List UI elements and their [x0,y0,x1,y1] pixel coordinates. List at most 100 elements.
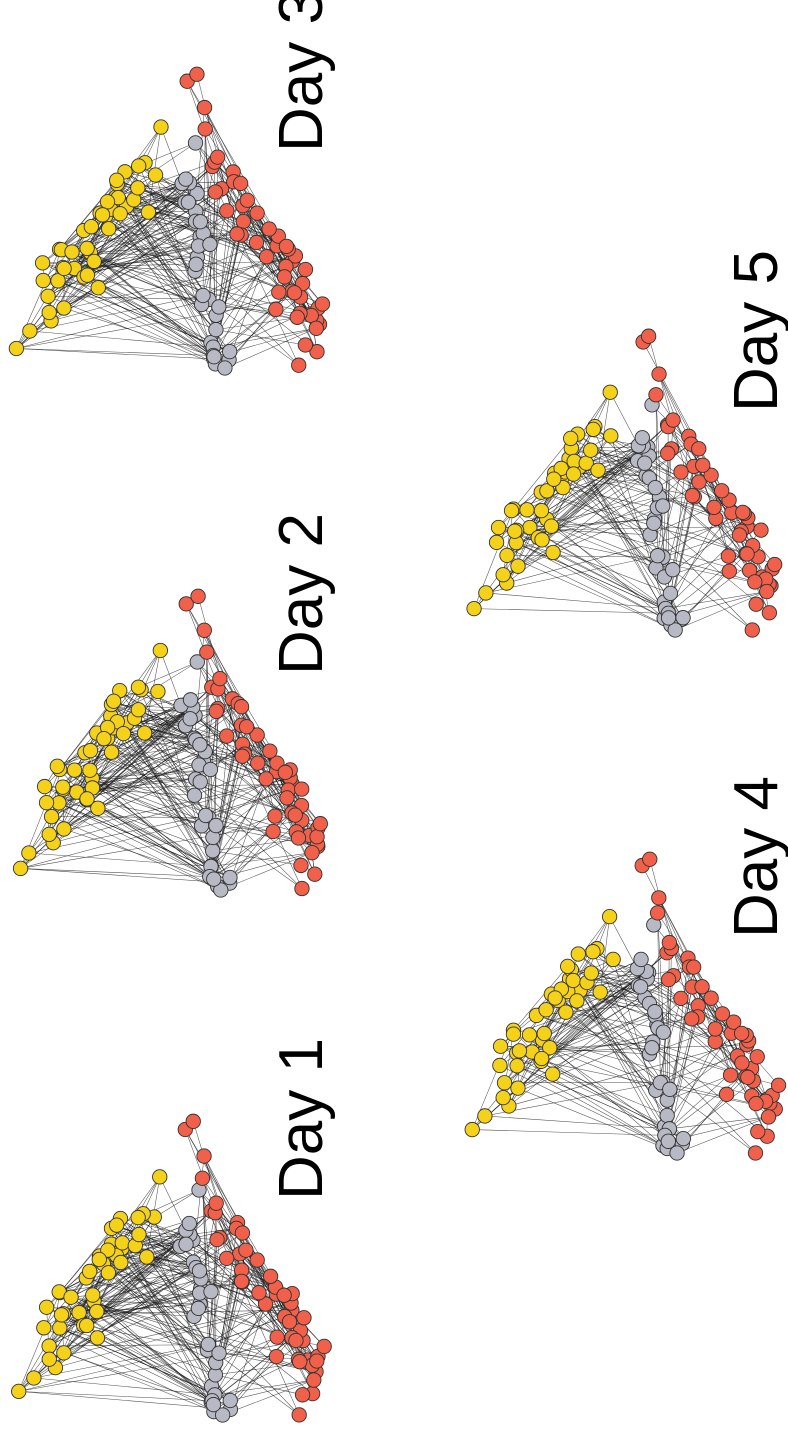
grey-node [665,562,681,578]
network-edge [111,752,213,851]
network-edge [692,986,768,1137]
network-edge [16,348,214,356]
grey-node [202,236,218,252]
red-node [248,234,265,251]
red-node [232,175,249,192]
yellow-node [96,731,112,747]
network-edge [99,212,196,272]
yellow-node [510,558,526,574]
network-edge [498,527,671,594]
network-edge [138,661,198,688]
network-edge [59,1270,200,1293]
red-node [651,890,667,906]
red-node [750,1123,766,1140]
network-edge [135,1234,190,1246]
yellow-node [492,1057,508,1074]
day-label-5: Day 5 [722,250,788,412]
network-edge [160,126,183,184]
red-node [238,1242,254,1258]
network-edge [202,129,206,296]
network-edge [49,1344,209,1347]
yellow-node [41,1338,57,1354]
network-edge [57,280,214,359]
network-edge [107,738,213,851]
red-node [720,548,737,564]
network-edge [83,188,222,278]
yellow-node [585,944,601,960]
yellow-node [100,1265,117,1281]
grey-node [211,299,227,315]
network-edge [529,527,669,614]
red-node [249,727,265,743]
network-edge [503,505,663,575]
network-edge [198,1189,300,1415]
network-edge [63,739,196,830]
network-edge [57,766,212,867]
grey-node [180,194,197,210]
network-edge [219,1237,277,1295]
red-node [706,499,722,515]
red-node [261,221,277,237]
grey-node [662,1081,678,1097]
network-edge [646,978,716,1042]
network-edge [49,1345,223,1416]
yellow-node [41,826,57,843]
network-edge [546,518,665,619]
red-node [249,1252,265,1268]
yellow-node [41,1351,57,1367]
red-node [307,866,323,882]
grey-node [669,1145,685,1161]
red-node [209,149,226,165]
grey-node [675,1130,692,1147]
network-edge [212,778,267,880]
grey-node [655,1024,671,1040]
grey-node [211,1345,227,1361]
network-edge [211,1303,266,1403]
red-node [661,934,677,951]
network-edge [33,1344,209,1379]
red-node [651,366,667,382]
network-edge [597,470,664,558]
network-edge [49,244,211,313]
yellow-node [136,725,153,741]
network-edge [16,296,301,349]
red-node [269,1329,285,1345]
network-edge [506,517,748,584]
red-node [199,644,215,660]
yellow-node [545,1066,561,1082]
network-edge [551,993,650,1055]
yellow-node [21,845,37,861]
network-edge [506,555,676,631]
red-node [673,464,689,480]
red-node [718,1086,735,1102]
red-node [281,1314,298,1330]
network-edge [217,688,243,745]
red-node [739,546,755,562]
yellow-node [602,384,618,400]
grey-node [178,1236,194,1252]
network-edge [55,1302,292,1368]
grey-node [647,479,663,496]
red-node [291,1407,307,1423]
red-node [753,522,769,538]
network-edge [540,968,638,1062]
red-node [219,1250,235,1267]
network-edge [93,1300,220,1354]
red-node [196,1148,212,1164]
network-edge [43,280,226,369]
red-node [731,527,748,543]
network-nodes [8,66,331,376]
network-edge [62,260,293,268]
day-label-2: Day 2 [267,513,336,675]
yellow-node [89,1303,105,1320]
network-edge [93,1291,212,1302]
network-edge [117,183,201,237]
network-edge [513,438,571,510]
yellow-node [106,693,122,709]
network-edge [513,966,568,1031]
network-edge [230,1337,293,1410]
red-node [279,790,295,806]
red-node [234,748,250,764]
network-edge [83,230,293,292]
network-edge [116,1255,202,1280]
